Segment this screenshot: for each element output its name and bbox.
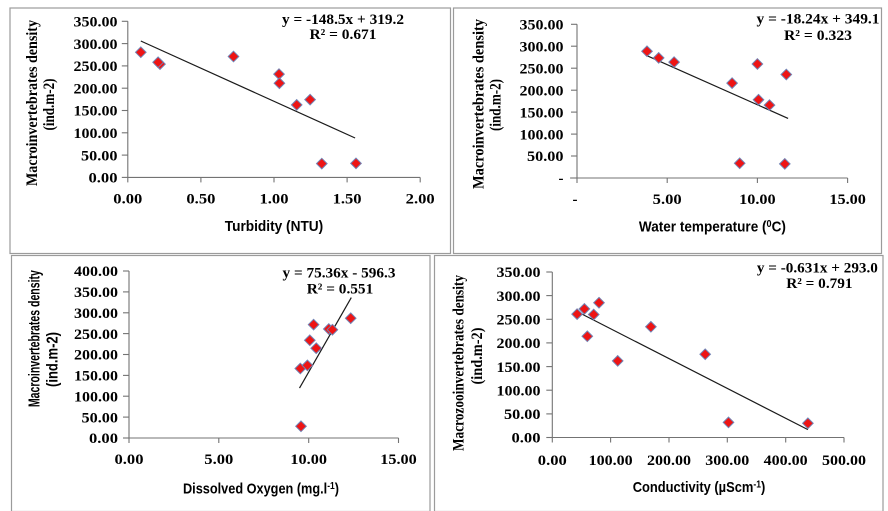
svg-text:y = 75.36x - 596.3: y = 75.36x - 596.3 <box>283 265 396 281</box>
svg-text:150.00: 150.00 <box>520 105 564 121</box>
svg-text:150.00: 150.00 <box>74 369 118 385</box>
svg-text:250.00: 250.00 <box>74 59 118 75</box>
svg-text:250.00: 250.00 <box>520 61 564 77</box>
svg-text:300.00: 300.00 <box>74 37 118 53</box>
svg-text:10.00: 10.00 <box>290 452 327 468</box>
svg-text:100.00: 100.00 <box>497 383 541 399</box>
svg-text:300.00: 300.00 <box>497 289 541 305</box>
svg-text:200.00: 200.00 <box>647 453 691 469</box>
svg-text:100.00: 100.00 <box>74 126 118 142</box>
svg-text:-: - <box>573 192 578 208</box>
svg-text:y = -148.5x + 319.2: y = -148.5x + 319.2 <box>282 12 404 28</box>
svg-text:1.00: 1.00 <box>260 192 289 208</box>
svg-text:-: - <box>559 171 564 187</box>
svg-text:400.00: 400.00 <box>764 453 808 469</box>
svg-text:Turbidity (NTU): Turbidity (NTU) <box>225 218 324 235</box>
svg-text:100.00: 100.00 <box>520 127 564 143</box>
svg-text:300.00: 300.00 <box>520 39 564 55</box>
svg-text:(ind.m-2): (ind.m-2) <box>488 79 505 131</box>
svg-text:0.50: 0.50 <box>186 192 215 208</box>
svg-text:400.00: 400.00 <box>74 264 118 280</box>
svg-text:50.00: 50.00 <box>81 148 118 164</box>
svg-text:R² = 0.671: R² = 0.671 <box>310 27 377 43</box>
svg-text:R² = 0.551: R² = 0.551 <box>307 282 374 298</box>
svg-text:y = -0.631x + 293.0: y = -0.631x + 293.0 <box>757 260 878 276</box>
svg-text:Conductivity (µScm-1): Conductivity (µScm-1) <box>633 479 766 496</box>
svg-text:150.00: 150.00 <box>497 360 541 376</box>
svg-text:Macrozooinvertebrates density: Macrozooinvertebrates density <box>451 275 468 451</box>
svg-text:500.00: 500.00 <box>822 453 866 469</box>
svg-text:(ind.m-2): (ind.m-2) <box>469 328 486 385</box>
svg-text:R² = 0.791: R² = 0.791 <box>786 276 852 292</box>
svg-text:350.00: 350.00 <box>497 265 541 281</box>
svg-text:Water temperature (0C): Water temperature (0C) <box>639 219 786 236</box>
svg-text:0.00: 0.00 <box>113 192 142 208</box>
svg-text:50.00: 50.00 <box>527 149 564 165</box>
svg-text:200.00: 200.00 <box>74 81 118 97</box>
svg-text:200.00: 200.00 <box>520 83 564 99</box>
svg-text:Macroinvertebrates density: Macroinvertebrates density <box>27 270 44 407</box>
svg-text:0.00: 0.00 <box>512 431 541 447</box>
svg-text:300.00: 300.00 <box>74 306 118 322</box>
svg-text:Dissolved Oxygen (mg.l-1): Dissolved Oxygen (mg.l-1) <box>183 480 339 497</box>
svg-text:350.00: 350.00 <box>74 15 118 31</box>
svg-text:0.00: 0.00 <box>115 452 144 468</box>
svg-text:5.00: 5.00 <box>653 192 682 208</box>
svg-text:150.00: 150.00 <box>74 104 118 120</box>
svg-text:250.00: 250.00 <box>497 313 541 329</box>
svg-text:(ind.m-2): (ind.m-2) <box>41 79 58 131</box>
svg-text:15.00: 15.00 <box>829 192 866 208</box>
svg-text:350.00: 350.00 <box>520 18 564 34</box>
svg-text:(ind.m-2): (ind.m-2) <box>45 332 62 387</box>
svg-text:0.00: 0.00 <box>89 171 118 187</box>
svg-text:250.00: 250.00 <box>74 327 118 343</box>
svg-text:2.00: 2.00 <box>406 192 435 208</box>
svg-text:100.00: 100.00 <box>589 453 633 469</box>
svg-text:200.00: 200.00 <box>74 348 118 364</box>
svg-text:0.00: 0.00 <box>538 453 567 469</box>
svg-text:R² = 0.323: R² = 0.323 <box>784 28 852 44</box>
svg-text:15.00: 15.00 <box>380 452 417 468</box>
svg-text:50.00: 50.00 <box>504 407 541 423</box>
svg-text:1.50: 1.50 <box>333 192 362 208</box>
svg-text:0.00: 0.00 <box>89 431 118 447</box>
svg-text:200.00: 200.00 <box>497 336 541 352</box>
svg-text:300.00: 300.00 <box>705 453 749 469</box>
svg-text:y = -18.24x + 349.1: y = -18.24x + 349.1 <box>757 12 880 28</box>
svg-text:10.00: 10.00 <box>739 192 776 208</box>
svg-text:Macroinvertebrates density: Macroinvertebrates density <box>24 20 41 186</box>
svg-text:50.00: 50.00 <box>82 410 119 426</box>
svg-text:Macroinvertebrates density: Macroinvertebrates density <box>471 19 488 189</box>
svg-text:100.00: 100.00 <box>74 389 118 405</box>
svg-text:5.00: 5.00 <box>204 452 233 468</box>
svg-text:350.00: 350.00 <box>74 285 118 301</box>
